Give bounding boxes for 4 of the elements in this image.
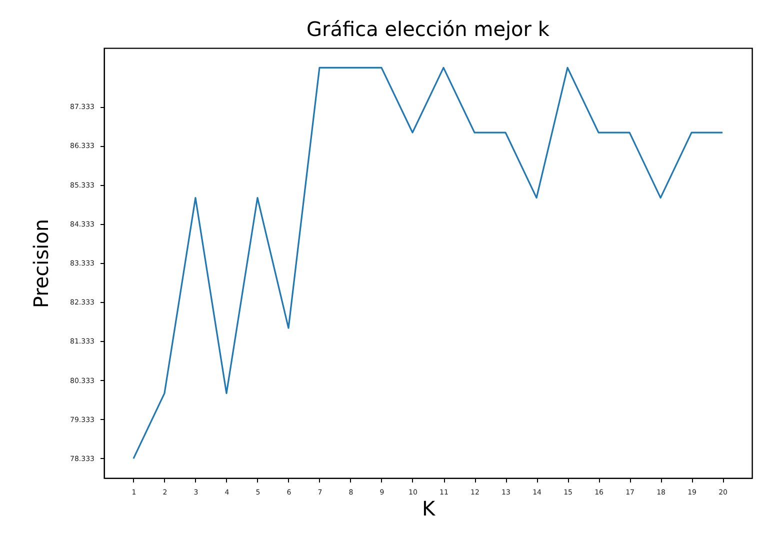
chart-title: Gráfica elección mejor k xyxy=(306,17,550,41)
y-axis-title: Precision xyxy=(29,218,54,308)
line-series xyxy=(132,66,724,460)
x-axis-title: K xyxy=(422,496,436,520)
